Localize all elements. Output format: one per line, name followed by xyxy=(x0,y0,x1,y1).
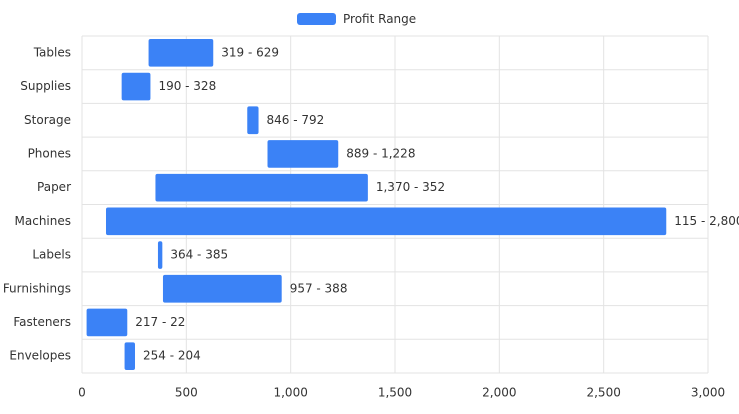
y-tick-label: Supplies xyxy=(20,79,71,93)
value-label: 190 - 328 xyxy=(158,79,216,93)
bar xyxy=(247,106,259,135)
value-label: 217 - 22 xyxy=(135,315,185,329)
y-tick-label: Storage xyxy=(24,113,71,127)
y-tick-label: Tables xyxy=(33,45,71,59)
value-label: 957 - 388 xyxy=(290,281,348,295)
x-tick-label: 2,500 xyxy=(586,386,620,400)
bar xyxy=(157,241,163,269)
bar xyxy=(124,342,136,370)
x-tick-label: 1,500 xyxy=(378,386,412,400)
value-label: 889 - 1,228 xyxy=(346,146,415,160)
bar xyxy=(121,72,151,101)
value-label: 319 - 629 xyxy=(221,45,279,59)
bar xyxy=(148,39,214,67)
legend-swatch xyxy=(297,13,336,25)
y-tick-label: Paper xyxy=(37,180,71,194)
x-tick-label: 1,000 xyxy=(273,386,307,400)
y-tick-label: Labels xyxy=(32,248,71,262)
bar xyxy=(162,274,282,303)
value-label: 846 - 792 xyxy=(267,113,325,127)
value-label: 115 - 2,800 xyxy=(674,214,739,228)
value-label: 254 - 204 xyxy=(143,349,201,363)
y-tick-label: Phones xyxy=(28,146,71,160)
y-tick-label: Furnishings xyxy=(3,281,71,295)
legend-label: Profit Range xyxy=(343,12,416,26)
x-tick-label: 2,000 xyxy=(482,386,516,400)
bar xyxy=(105,207,667,236)
value-label: 364 - 385 xyxy=(170,248,228,262)
y-tick-label: Fasteners xyxy=(13,315,71,329)
value-label: 1,370 - 352 xyxy=(376,180,445,194)
x-tick-label: 500 xyxy=(175,386,198,400)
x-tick-label: 3,000 xyxy=(691,386,725,400)
bar xyxy=(155,173,368,202)
y-tick-label: Machines xyxy=(15,214,71,228)
y-tick-label: Envelopes xyxy=(9,349,71,363)
x-tick-label: 0 xyxy=(78,386,86,400)
bar xyxy=(267,140,339,168)
bar xyxy=(86,308,128,337)
